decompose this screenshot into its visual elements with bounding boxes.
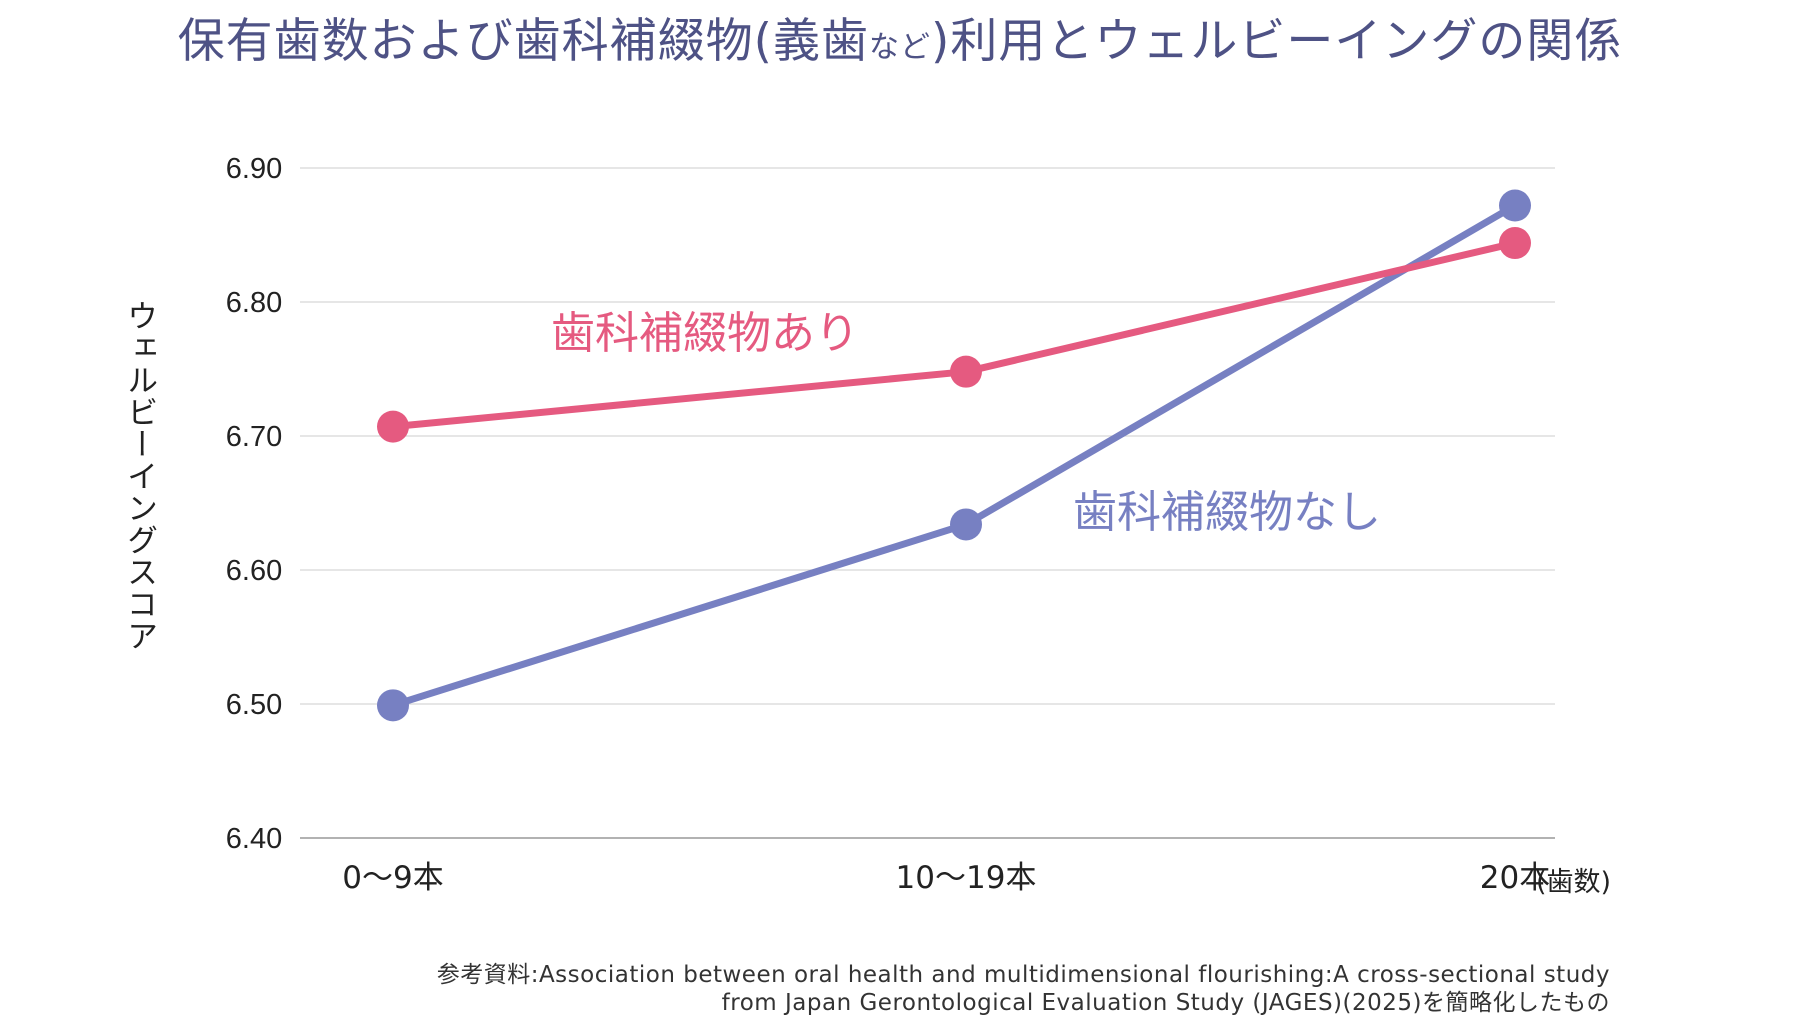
x-tick-label: 0〜9本 [342, 860, 443, 896]
chart-title-part-1: 保有歯数および歯科補綴物(義歯 [177, 14, 869, 69]
data-point [1499, 227, 1531, 260]
line-chart: 6.40 6.50 6.60 6.70 6.80 6.90 0〜9本 10〜19本 20本(歯… [226, 153, 1611, 898]
y-axis-label: ウェルビーイングスコア [121, 300, 157, 652]
x-axis-unit: (歯数) [1536, 867, 1611, 898]
gridlines [300, 167, 1555, 839]
y-tick-label: 6.70 [226, 421, 282, 453]
chart-title-part-2: など [869, 30, 931, 65]
y-tick-label: 6.40 [226, 823, 282, 855]
y-tick-label: 6.50 [226, 689, 282, 721]
data-point [1499, 189, 1531, 222]
series-points [377, 189, 1531, 722]
series-lines [389, 202, 1519, 709]
x-tick-label: 20本 [1480, 860, 1550, 896]
chart-title-part-3: )利用とウェルビーイングの関係 [931, 14, 1623, 69]
data-point [950, 508, 982, 541]
source-note-line-2: from Japan Gerontological Evaluation Stu… [721, 990, 1610, 1016]
y-tick-label: 6.90 [226, 153, 282, 185]
data-point [377, 689, 409, 722]
data-point [377, 410, 409, 443]
source-note-line-1: 参考資料:Association between oral health and… [436, 962, 1610, 988]
data-point [950, 355, 982, 388]
series-label: 歯科補綴物あり [551, 308, 859, 359]
x-tick-label: 10〜19本 [896, 860, 1037, 896]
y-tick-label: 6.60 [226, 555, 282, 587]
y-tick-label: 6.80 [226, 287, 282, 319]
series-label: 歯科補綴物なし [1073, 487, 1381, 538]
y-tick-labels: 6.40 6.50 6.60 6.70 6.80 6.90 [226, 153, 282, 855]
x-tick-labels: 0〜9本 10〜19本 20本(歯数) [342, 860, 1611, 898]
chart-title: 保有歯数および歯科補綴物(義歯など)利用とウェルビーイングの関係 [0, 2, 1800, 71]
